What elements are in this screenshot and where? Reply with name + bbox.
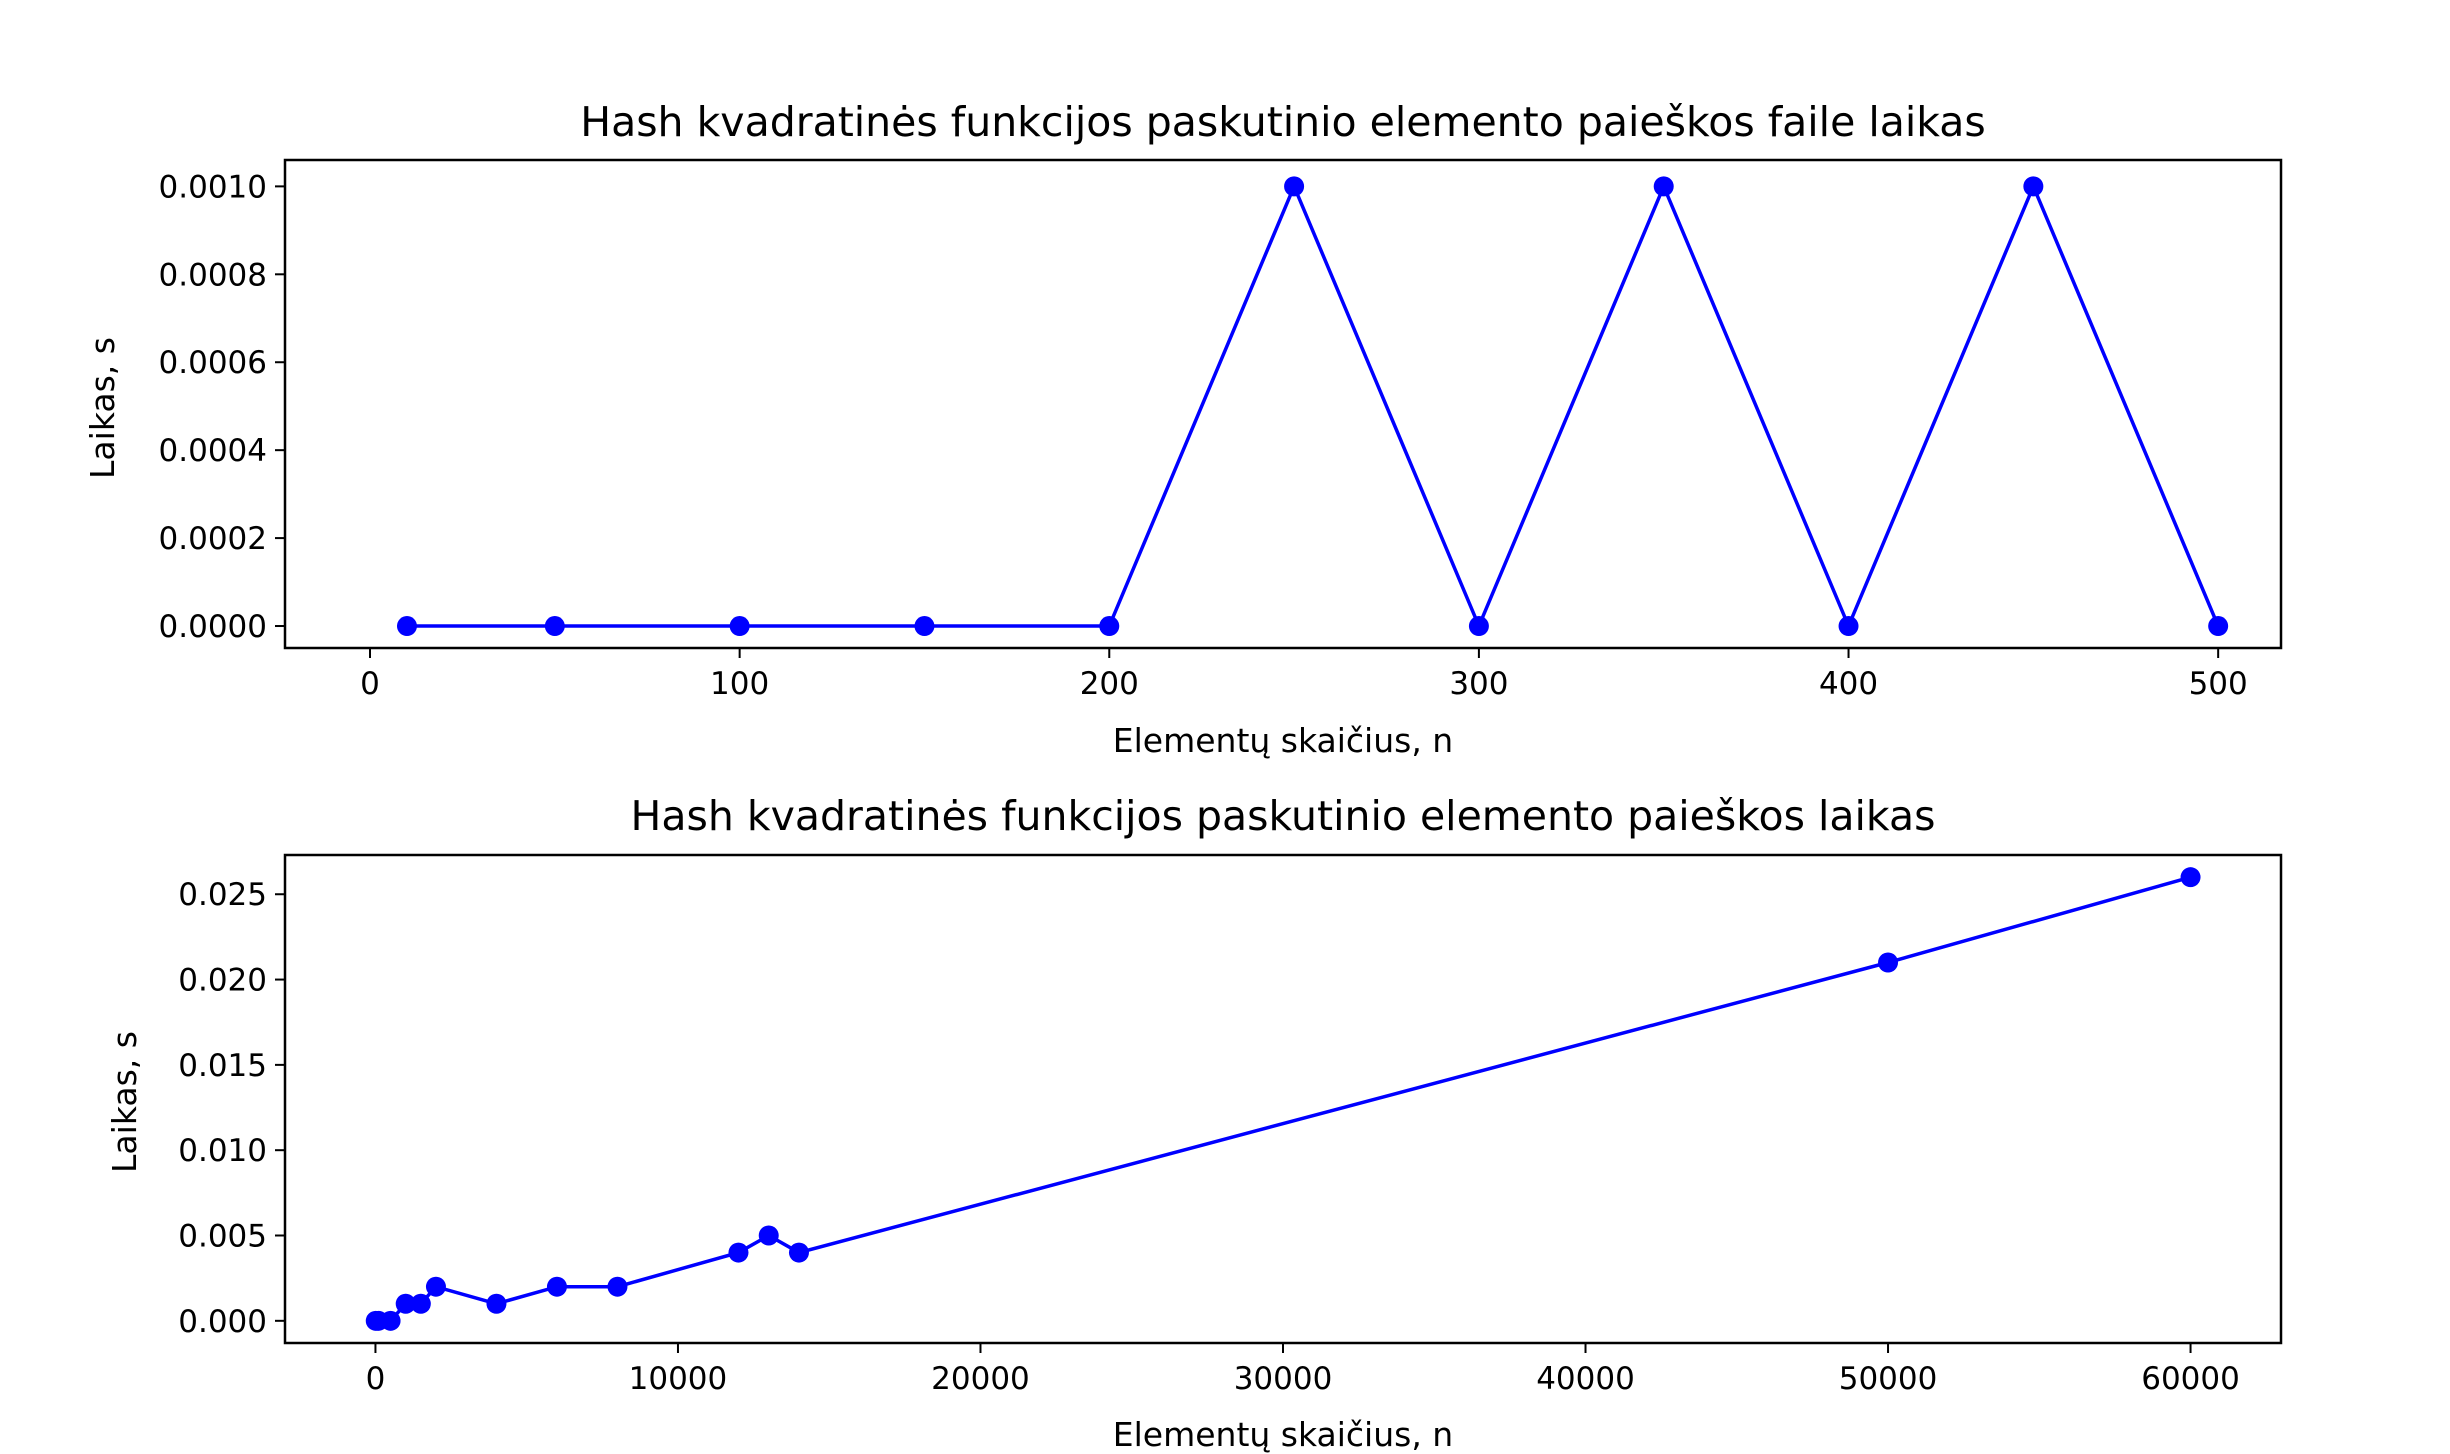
chart-top-data-point [1838, 616, 1859, 637]
chart-bottom-axes-frame [283, 853, 2283, 1345]
chart-top-y-tick-label: 0.0000 [159, 609, 267, 645]
chart-bottom-data-point [607, 1276, 628, 1297]
chart-top-axes-frame [283, 158, 2283, 650]
chart-top-xlabel: Elementų skaičius, n [1113, 721, 1453, 760]
chart-top-y-tick-label: 0.0010 [159, 169, 267, 205]
chart-top-y-tick-label: 0.0006 [159, 345, 267, 381]
chart-top-ticks: 0 100 200 300 400 500 0.0000 0.0002 0.0004 0.0006… [159, 169, 2248, 702]
chart-top-data-point [544, 616, 565, 637]
chart-bottom-x-tick-label: 40000 [1536, 1361, 1635, 1397]
chart-top-data-point [1284, 176, 1305, 197]
chart-bottom-x-tick-label: 50000 [1839, 1361, 1938, 1397]
chart-top-x-tick-label: 100 [710, 666, 769, 702]
chart-top-y-tick-label: 0.0004 [159, 433, 267, 469]
chart-bottom-data-point [486, 1293, 507, 1314]
chart-top-data-point [1468, 616, 1489, 637]
chart-bottom-y-tick-label: 0.020 [178, 963, 267, 999]
chart-bottom-data-point [788, 1242, 809, 1263]
chart-bottom-x-tick-label: 0 [366, 1361, 386, 1397]
chart-bottom-title: Hash kvadratinės funkcijos paskutinio el… [631, 792, 1936, 840]
chart-top-x-tick-label: 300 [1449, 666, 1508, 702]
chart-bottom-xlabel: Elementų skaičius, n [1113, 1415, 1453, 1454]
chart-bottom-data-point [1878, 952, 1899, 973]
chart-bottom: Hash kvadratinės funkcijos paskutinio el… [105, 792, 2283, 1454]
chart-top-x-tick-label: 500 [2189, 666, 2248, 702]
chart-top-data-point [2208, 616, 2229, 637]
chart-top-y-tick-label: 0.0008 [159, 257, 267, 293]
chart-bottom-y-tick-label: 0.005 [178, 1219, 267, 1255]
chart-top-series [396, 176, 2229, 637]
chart-top-x-tick-label: 0 [360, 666, 380, 702]
chart-top-x-tick-label: 200 [1080, 666, 1139, 702]
chart-bottom-data-point [410, 1293, 431, 1314]
chart-bottom-data-point [728, 1242, 749, 1263]
chart-bottom-data-point [758, 1225, 779, 1246]
chart-bottom-data-point [546, 1276, 567, 1297]
chart-bottom-y-tick-label: 0.025 [178, 877, 267, 913]
chart-bottom-data-point [425, 1276, 446, 1297]
chart-top-ylabel: Laikas, s [83, 337, 122, 479]
chart-top-y-tick-label: 0.0002 [159, 521, 267, 557]
chart-top-data-point [396, 616, 417, 637]
chart-top-data-point [729, 616, 750, 637]
chart-bottom-series [365, 867, 2201, 1331]
chart-bottom-ticks: 0 10000 20000 30000 40000 50000 60000 0.000 0.00… [178, 877, 2240, 1397]
chart-top-data-point [914, 616, 935, 637]
chart-bottom-y-tick-label: 0.015 [178, 1048, 267, 1084]
chart-top-title: Hash kvadratinės funkcijos paskutinio el… [580, 98, 1986, 146]
chart-bottom-y-tick-label: 0.010 [178, 1133, 267, 1169]
chart-bottom-data-point [2180, 867, 2201, 888]
chart-bottom-ylabel: Laikas, s [105, 1031, 144, 1173]
chart-bottom-data-point [395, 1293, 416, 1314]
chart-bottom-x-tick-label: 30000 [1234, 1361, 1333, 1397]
chart-top: Hash kvadratinės funkcijos paskutinio el… [83, 98, 2283, 760]
chart-bottom-x-tick-label: 10000 [629, 1361, 728, 1397]
chart-bottom-x-tick-label: 20000 [931, 1361, 1030, 1397]
chart-bottom-x-tick-label: 60000 [2141, 1361, 2240, 1397]
chart-top-data-point [1653, 176, 1674, 197]
chart-top-data-point [2023, 176, 2044, 197]
chart-bottom-y-tick-label: 0.000 [178, 1304, 267, 1340]
chart-bottom-data-point [380, 1310, 401, 1331]
chart-top-data-point [1099, 616, 1120, 637]
chart-top-x-tick-label: 400 [1819, 666, 1878, 702]
